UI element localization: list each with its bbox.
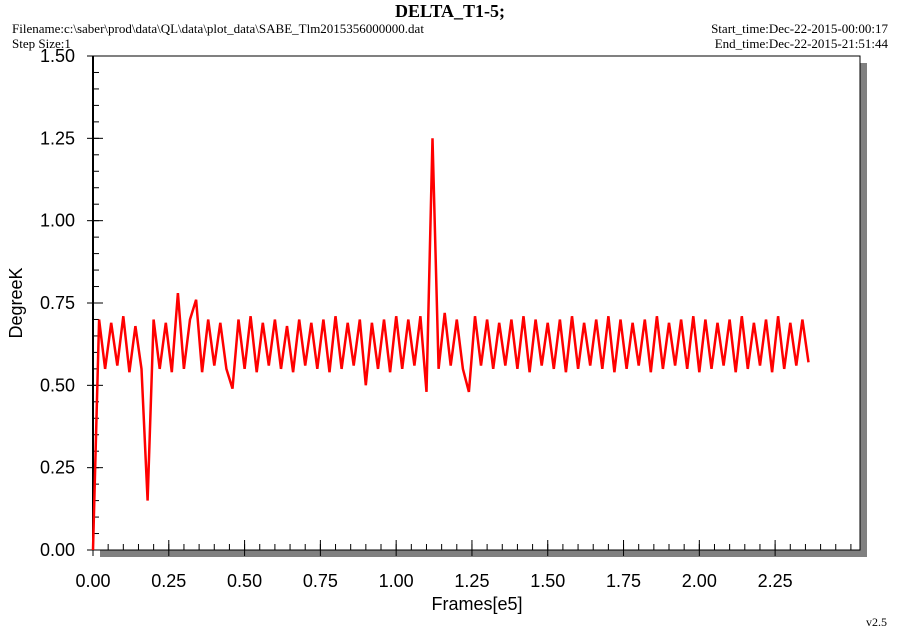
chart-title: DELTA_T1-5; <box>395 1 505 21</box>
y-tick-label: 0.75 <box>40 293 75 313</box>
x-tick-label: 1.75 <box>606 571 641 591</box>
x-axis-label: Frames[e5] <box>431 594 522 614</box>
x-tick-label: 0.00 <box>75 571 110 591</box>
y-tick-label: 0.50 <box>40 375 75 395</box>
x-tick-label: 0.50 <box>227 571 262 591</box>
start-time: Start_time:Dec-22-2015-00:00:17 <box>711 21 888 36</box>
x-tick-label: 0.25 <box>151 571 186 591</box>
x-tick-label: 1.50 <box>530 571 565 591</box>
y-tick-label: 1.25 <box>40 128 75 148</box>
x-tick-label: 1.25 <box>454 571 489 591</box>
plot-area <box>92 55 861 551</box>
version: v2.5 <box>866 615 887 629</box>
x-tick-label: 2.00 <box>682 571 717 591</box>
end-time: End_time:Dec-22-2015-21:51:44 <box>715 36 889 51</box>
y-tick-label: 0.25 <box>40 458 75 478</box>
y-tick-label: 1.00 <box>40 211 75 231</box>
y-axis-label: DegreeK <box>6 267 26 338</box>
step-size: Step Size:1 <box>12 36 71 51</box>
y-tick-label: 1.50 <box>40 46 75 66</box>
x-tick-label: 0.75 <box>303 571 338 591</box>
x-tick-label: 2.25 <box>758 571 793 591</box>
x-tick-label: 1.00 <box>379 571 414 591</box>
data-line <box>91 138 810 551</box>
y-tick-label: 0.00 <box>40 540 75 560</box>
filename: Filename:c:\saber\prod\data\QL\data\plot… <box>12 21 424 36</box>
